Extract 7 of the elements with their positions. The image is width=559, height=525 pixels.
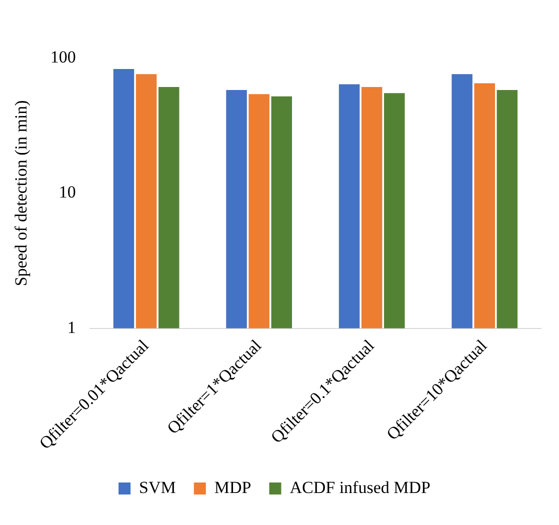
legend-label: MDP <box>214 478 252 497</box>
y-tick-label: 10 <box>58 182 76 202</box>
y-axis-title: Speed of detection (in min) <box>12 100 31 286</box>
y-tick-label: 1 <box>67 318 76 337</box>
legend-label: SVM <box>139 478 176 497</box>
legend-label: ACDF infused MDP <box>290 478 430 497</box>
y-tick-label: 100 <box>50 47 76 66</box>
